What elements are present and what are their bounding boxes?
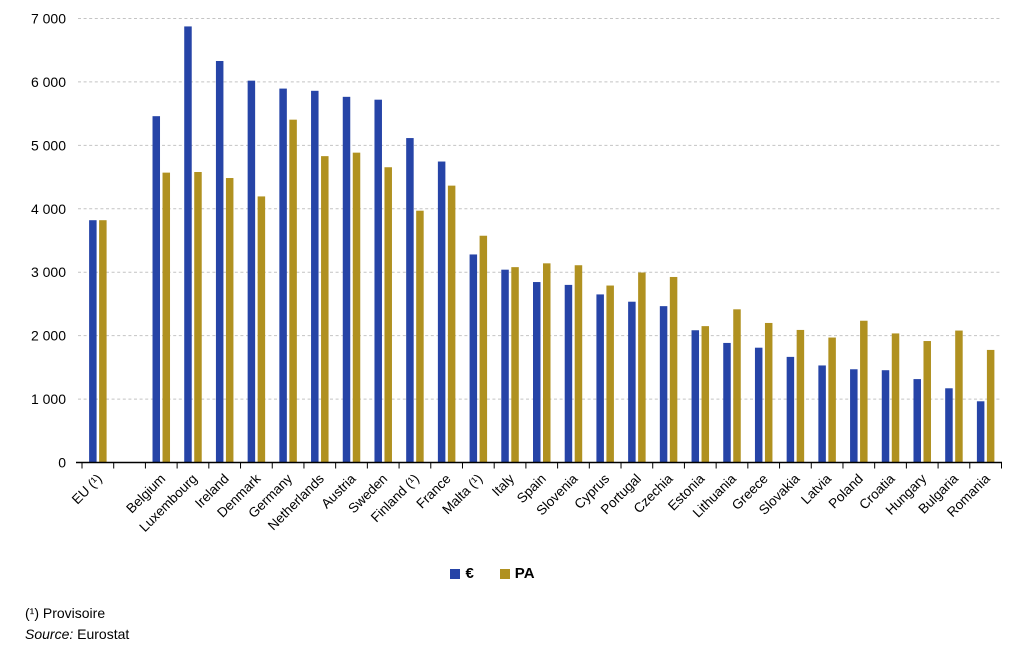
bar-eur-spain	[533, 282, 541, 463]
footnote-provisional: (¹) Provisoire	[25, 605, 106, 621]
legend-label-eur: €	[465, 565, 474, 582]
bar-pa-sweden	[384, 167, 392, 463]
legend-item-pa: PA	[499, 565, 535, 582]
bar-eur-belgium	[152, 116, 161, 463]
bar-pa-slovenia	[574, 265, 583, 463]
footnote-source: Source: Eurostat	[25, 624, 129, 645]
bar-pa-romania	[986, 349, 995, 463]
bar-eur-greece	[754, 347, 763, 463]
bar-eur-denmark	[247, 80, 256, 463]
bar-eur-estonia	[691, 330, 700, 463]
bar-eur-sweden	[374, 99, 382, 463]
bar-eur-czechia	[659, 306, 668, 463]
x-axis-label-eu: EU (¹)	[69, 471, 105, 507]
bar-eur-netherlands	[311, 90, 319, 463]
bar-eur-eu	[89, 220, 97, 463]
bar-eur-poland	[850, 369, 858, 463]
bar-eur-portugal	[628, 301, 636, 463]
bar-pa-spain	[543, 263, 551, 463]
y-axis-label-4000: 4 000	[31, 201, 66, 217]
bar-eur-bulgaria	[945, 388, 953, 463]
y-axis-label-3000: 3 000	[31, 264, 66, 280]
chart-legend: € PA	[0, 566, 1002, 581]
bar-pa-poland	[860, 320, 868, 463]
bar-pa-france	[447, 185, 456, 463]
bar-eur-slovenia	[564, 284, 573, 463]
bar-pa-estonia	[701, 326, 710, 463]
y-axis-label-7000: 7 000	[31, 11, 66, 27]
bar-eur-malta	[469, 254, 478, 463]
bar-pa-latvia	[828, 337, 836, 463]
bar-pa-slovakia	[796, 329, 805, 463]
bar-pa-italy	[511, 267, 519, 463]
bar-eur-hungary	[913, 379, 921, 463]
bar-chart: 0 1 000 2 000 3 000 4 000 5 000 6 000 7 000 EU (…	[31, 11, 1002, 535]
bar-eur-croatia	[881, 370, 890, 463]
bar-pa-cyprus	[606, 285, 614, 463]
y-axis-label-1000: 1 000	[31, 391, 66, 407]
y-axis-label-5000: 5 000	[31, 137, 66, 153]
bar-eur-lithuania	[723, 342, 731, 463]
bar-pa-austria	[352, 152, 361, 463]
source-value: Eurostat	[77, 626, 130, 642]
legend-swatch-pa-icon	[499, 568, 510, 579]
bar-pa-czechia	[669, 276, 678, 463]
bar-pa-hungary	[923, 341, 931, 463]
bar-pa-luxembourg	[194, 171, 202, 463]
bar-pa-malta	[479, 235, 488, 463]
bar-pa-ireland	[225, 178, 234, 463]
legend-label-pa: PA	[514, 565, 535, 582]
bar-pa-croatia	[891, 333, 900, 463]
bar-pa-portugal	[638, 272, 646, 463]
bar-eur-italy	[501, 269, 509, 463]
bar-pa-eu	[99, 220, 107, 463]
y-axis-label-0: 0	[58, 455, 66, 471]
bar-chart-canvas: 0 1 000 2 000 3 000 4 000 5 000 6 000 7 000 EU (…	[31, 11, 1002, 535]
bar-eur-luxembourg	[184, 26, 192, 463]
bar-pa-netherlands	[321, 156, 329, 463]
bar-pa-bulgaria	[955, 330, 963, 463]
bar-pa-lithuania	[733, 309, 741, 463]
source-label: Source:	[25, 626, 74, 642]
chart-footnotes: (¹) Provisoire Source: Eurostat	[25, 603, 129, 645]
bar-eur-latvia	[818, 365, 826, 463]
bar-pa-finland	[416, 210, 424, 463]
bar-eur-france	[437, 161, 446, 463]
bar-eur-ireland	[215, 60, 224, 463]
bar-pa-denmark	[257, 196, 266, 463]
y-axis-label-2000: 2 000	[31, 328, 66, 344]
y-axis-label-6000: 6 000	[31, 74, 66, 90]
bar-eur-finland	[406, 138, 414, 463]
legend-swatch-eur-icon	[450, 568, 461, 579]
bar-pa-greece	[764, 322, 773, 463]
bar-pa-belgium	[162, 172, 171, 463]
bar-pa-germany	[289, 119, 297, 463]
bar-eur-romania	[976, 401, 985, 463]
bar-eur-slovakia	[786, 356, 795, 463]
legend-item-eur: €	[450, 565, 474, 582]
bar-eur-austria	[342, 96, 351, 463]
bar-eur-cyprus	[596, 294, 604, 463]
bar-eur-germany	[279, 88, 287, 463]
